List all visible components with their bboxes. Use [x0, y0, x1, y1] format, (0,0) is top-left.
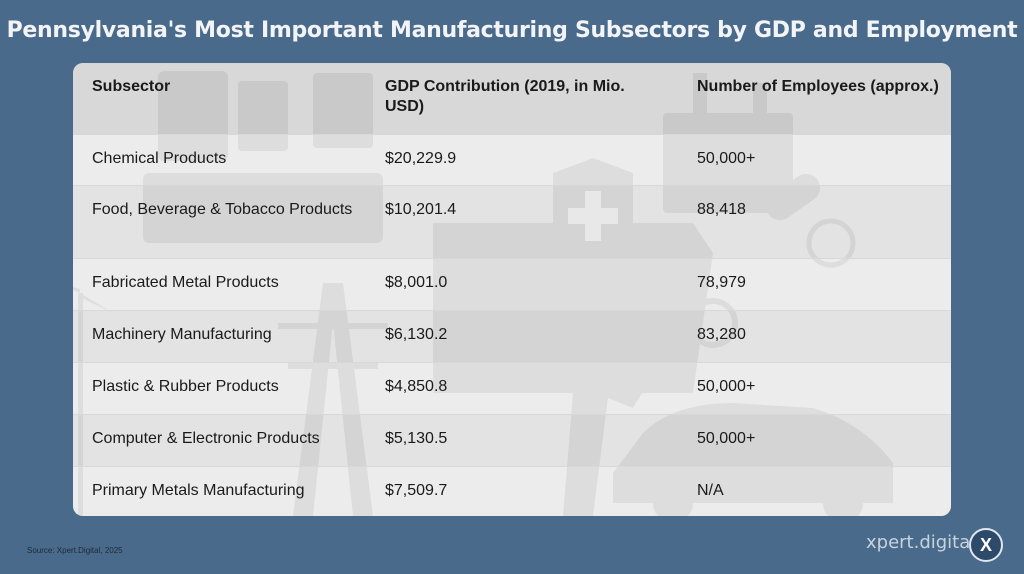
cell-employees: 88,418 — [678, 184, 951, 258]
cell-employees: 50,000+ — [678, 361, 951, 414]
cell-employees: N/A — [678, 465, 951, 516]
header-gdp: GDP Contribution (2019, in Mio. USD) — [366, 63, 678, 134]
cell-gdp: $8,001.0 — [366, 257, 678, 310]
source-caption: Source: Xpert.Digital, 2025 — [27, 546, 123, 555]
cell-gdp: $4,850.8 — [366, 361, 678, 414]
cell-subsector: Chemical Products — [73, 133, 366, 185]
subsectors-table: Subsector GDP Contribution (2019, in Mio… — [73, 63, 951, 516]
brand-logo-text[interactable]: xpert.digital — [866, 532, 976, 553]
cell-gdp: $5,130.5 — [366, 413, 678, 466]
table-row: Fabricated Metal Products $8,001.0 78,97… — [73, 257, 951, 310]
table-row: Plastic & Rubber Products $4,850.8 50,00… — [73, 361, 951, 414]
table-row: Computer & Electronic Products $5,130.5 … — [73, 413, 951, 466]
table-header-row: Subsector GDP Contribution (2019, in Mio… — [73, 63, 951, 134]
cell-subsector: Plastic & Rubber Products — [73, 361, 366, 414]
header-subsector: Subsector — [73, 63, 366, 134]
cell-subsector: Computer & Electronic Products — [73, 413, 366, 466]
cell-gdp: $20,229.9 — [366, 133, 678, 185]
table-row: Chemical Products $20,229.9 50,000+ — [73, 133, 951, 185]
cell-subsector: Primary Metals Manufacturing — [73, 465, 366, 516]
cell-subsector: Machinery Manufacturing — [73, 309, 366, 362]
page-title: Pennsylvania's Most Important Manufactur… — [6, 18, 1018, 43]
cell-gdp: $6,130.2 — [366, 309, 678, 362]
data-table-card: Subsector GDP Contribution (2019, in Mio… — [73, 63, 951, 516]
cell-employees: 50,000+ — [678, 133, 951, 185]
cell-subsector: Fabricated Metal Products — [73, 257, 366, 310]
cell-gdp: $10,201.4 — [366, 184, 678, 258]
cell-employees: 78,979 — [678, 257, 951, 310]
header-employees: Number of Employees (approx.) — [678, 63, 951, 134]
cell-gdp: $7,509.7 — [366, 465, 678, 516]
cell-subsector: Food, Beverage & Tobacco Products — [73, 184, 366, 258]
table-row: Primary Metals Manufacturing $7,509.7 N/… — [73, 465, 951, 516]
cell-employees: 83,280 — [678, 309, 951, 362]
table-row: Food, Beverage & Tobacco Products $10,20… — [73, 184, 951, 258]
brand-x-icon[interactable]: X — [969, 528, 1003, 562]
table-row: Machinery Manufacturing $6,130.2 83,280 — [73, 309, 951, 362]
cell-employees: 50,000+ — [678, 413, 951, 466]
